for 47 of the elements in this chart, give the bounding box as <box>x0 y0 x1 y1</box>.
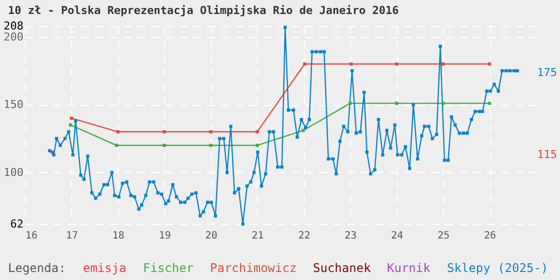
x-tick-label: 25 <box>438 230 450 242</box>
text: Sklepy (2025-) <box>447 261 548 275</box>
legend-label: Kurnik <box>387 261 432 275</box>
x-tick-label: 21 <box>252 230 264 242</box>
point <box>442 102 445 105</box>
legend-title: Legenda: <box>8 261 66 275</box>
point <box>256 144 259 147</box>
point <box>348 102 352 105</box>
x-tick-label: 26 <box>484 230 496 242</box>
point <box>114 144 118 147</box>
point <box>162 130 166 134</box>
x-tick-label: 23 <box>344 230 357 242</box>
point <box>68 123 72 127</box>
point <box>303 62 306 66</box>
x-tick-label: 24 <box>391 230 404 242</box>
x-tick-label: 17 <box>66 230 78 242</box>
text: Parchimowicz <box>210 261 297 275</box>
x-tick-label: 18 <box>112 230 124 242</box>
point <box>350 62 353 66</box>
y-tick-label: 200 <box>4 30 24 44</box>
text: Fischer <box>143 261 194 275</box>
text: emisja <box>83 261 126 275</box>
x-tick-label: 22 <box>298 230 310 242</box>
y-tick-label: 62 <box>10 218 24 230</box>
point <box>209 144 212 147</box>
text: 115 <box>537 148 557 161</box>
legend-label: Suchanek <box>313 261 372 275</box>
point <box>395 62 398 66</box>
point <box>488 62 492 66</box>
text: 175 <box>537 66 557 79</box>
point <box>162 144 166 147</box>
point <box>302 128 305 132</box>
point <box>50 150 54 154</box>
y-tick-label: 100 <box>4 166 24 179</box>
chart-title: 10 zł - Polska Reprezentacja Olimpijska Rio de Janeiro 2016 <box>8 4 400 17</box>
point <box>442 62 445 66</box>
point <box>116 130 120 134</box>
point <box>395 102 398 105</box>
point <box>488 102 492 105</box>
point <box>256 130 259 134</box>
x-tick-label: 20 <box>205 230 218 242</box>
y-tick-label: 150 <box>4 98 24 112</box>
point <box>209 130 212 134</box>
x-tick-label: 19 <box>158 230 171 242</box>
x-tick-label: 16 <box>26 230 38 242</box>
y-tick-label: 208 <box>4 20 24 32</box>
point <box>70 116 74 120</box>
